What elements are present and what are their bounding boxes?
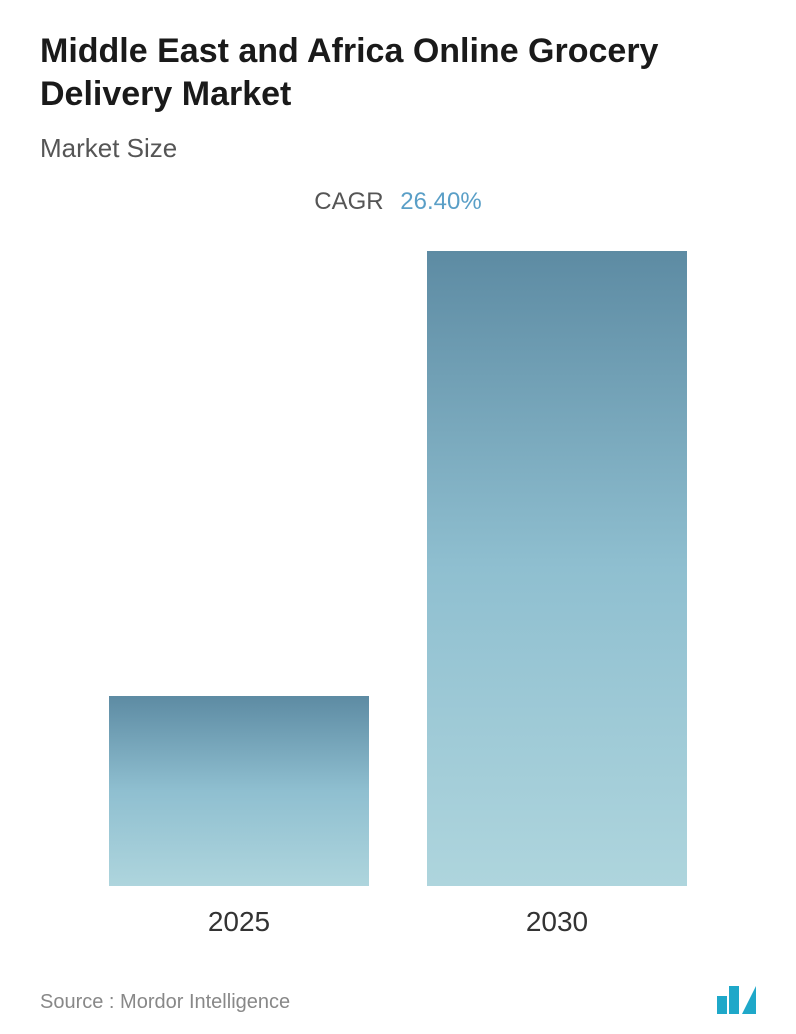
chart-subtitle: Market Size [40, 133, 756, 164]
cagr-value: 26.40% [400, 188, 481, 215]
cagr-row: CAGR 26.40% [40, 188, 756, 216]
x-label-1: 2030 [417, 906, 697, 938]
bar-group-1 [417, 251, 697, 886]
mordor-logo-icon [717, 986, 756, 1014]
bar-group-0 [99, 696, 379, 886]
x-label-0: 2025 [99, 906, 379, 938]
source-text: Source : Mordor Intelligence [40, 991, 290, 1014]
chart-title: Middle East and Africa Online Grocery De… [40, 30, 756, 115]
cagr-label: CAGR [314, 188, 383, 215]
bar-2025 [109, 696, 369, 886]
bar-2030 [427, 251, 687, 886]
chart-footer: Source : Mordor Intelligence [40, 986, 756, 1014]
x-axis-labels: 2025 2030 [40, 886, 756, 938]
chart-plot-area [40, 226, 756, 886]
